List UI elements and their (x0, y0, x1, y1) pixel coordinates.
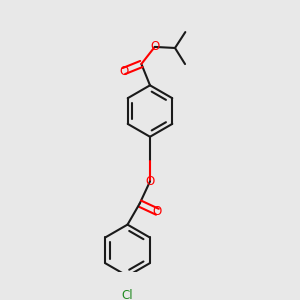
Text: O: O (146, 175, 154, 188)
Text: O: O (119, 64, 128, 78)
Text: O: O (153, 205, 162, 218)
Text: Cl: Cl (122, 289, 133, 300)
Text: O: O (150, 40, 159, 53)
